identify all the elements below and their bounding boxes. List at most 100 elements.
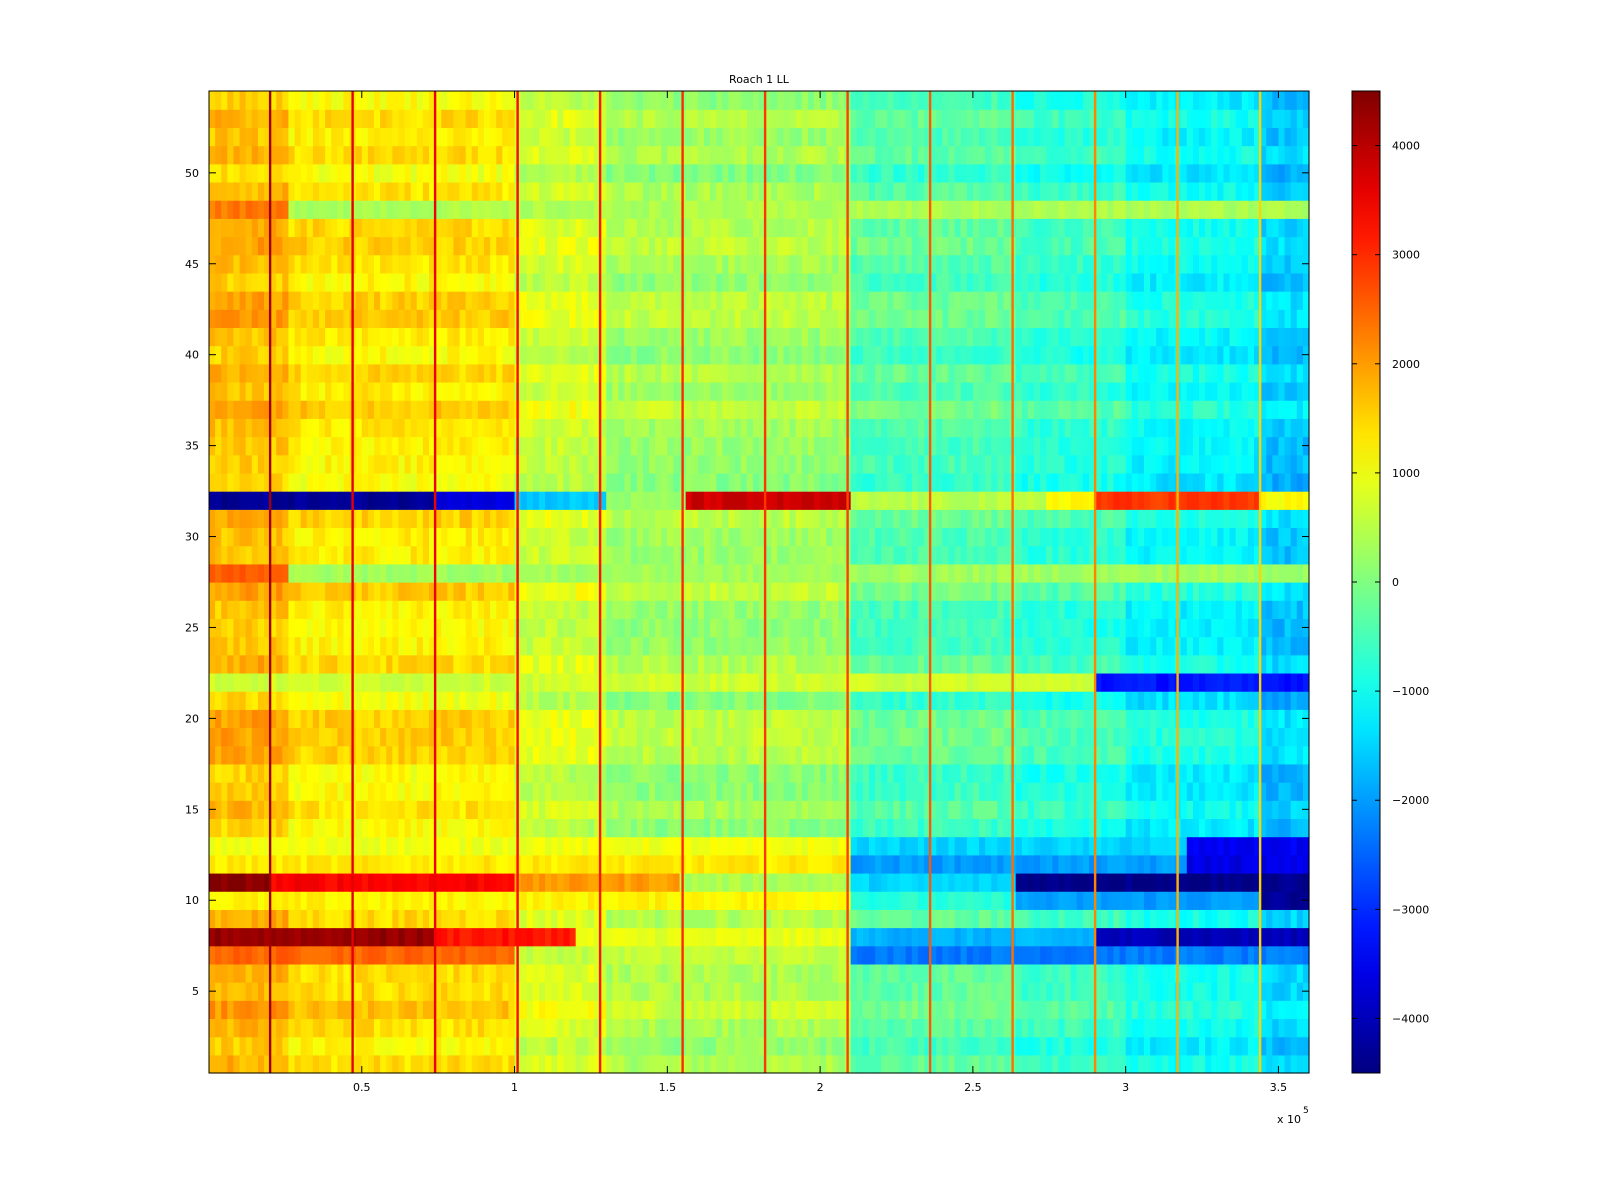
heatmap-cell <box>215 1000 222 1020</box>
heatmap-cell <box>728 563 736 583</box>
heatmap-cell <box>899 800 907 820</box>
heatmap-cell <box>1101 763 1108 783</box>
heatmap-cell <box>850 854 858 874</box>
heatmap-cell <box>630 927 638 947</box>
heatmap-cell <box>1162 782 1170 801</box>
heatmap-cell <box>404 963 412 983</box>
heatmap-cell <box>1284 709 1292 729</box>
heatmap-cell <box>484 672 491 692</box>
heatmap-cell <box>453 927 461 947</box>
heatmap-cell <box>1266 891 1273 910</box>
heatmap-cell <box>1192 672 1200 692</box>
heatmap-cell <box>325 945 332 965</box>
heatmap-cell <box>667 1054 675 1074</box>
heatmap-cell <box>881 1018 888 1038</box>
heatmap-cell <box>545 782 552 801</box>
heatmap-cell <box>985 709 992 729</box>
heatmap-cell <box>1046 636 1053 656</box>
heatmap-cell <box>1156 672 1163 692</box>
heatmap-cell <box>1211 691 1218 710</box>
heatmap-cell <box>1211 636 1218 656</box>
heatmap-cell <box>447 1036 455 1056</box>
heatmap-cell <box>343 636 351 656</box>
heatmap-cell <box>606 800 613 820</box>
heatmap-cell <box>422 1036 430 1056</box>
heatmap-cell <box>380 709 387 729</box>
heatmap-cell <box>526 654 534 674</box>
heatmap-cell <box>245 927 253 947</box>
heatmap-cell <box>233 836 241 856</box>
heatmap-cell <box>569 691 577 710</box>
heatmap-cell <box>355 600 363 619</box>
heatmap-cell <box>1192 654 1200 674</box>
heatmap-cell <box>606 782 613 801</box>
heatmap-cell <box>331 709 338 729</box>
heatmap-cell <box>1278 963 1286 983</box>
heatmap-cell <box>1199 945 1206 965</box>
heatmap-cell <box>209 672 216 692</box>
heatmap-cell <box>416 745 424 765</box>
heatmap-cell <box>1241 636 1249 656</box>
heatmap-cell <box>740 891 748 910</box>
heatmap-cell <box>1095 582 1102 601</box>
heatmap-cell <box>728 1018 736 1038</box>
heatmap-cell <box>288 600 296 619</box>
heatmap-cell <box>832 854 840 874</box>
heatmap-cell <box>985 909 992 929</box>
heatmap-cell <box>838 909 846 929</box>
heatmap-cell <box>716 982 723 1001</box>
heatmap-cell <box>777 945 785 965</box>
heatmap-cell <box>612 872 620 892</box>
heatmap-cell <box>520 745 528 765</box>
heatmap-cell <box>1205 763 1212 783</box>
heatmap-cell <box>691 600 699 619</box>
heatmap-cell <box>966 909 974 929</box>
heatmap-cell <box>355 745 363 765</box>
heatmap-cell <box>636 927 644 947</box>
heatmap-cell <box>587 982 595 1001</box>
heatmap-cell <box>1046 836 1053 856</box>
heatmap-cell <box>1162 854 1170 874</box>
heatmap-cell <box>1284 891 1292 910</box>
heatmap-cell <box>911 818 919 838</box>
heatmap-cell <box>319 727 326 747</box>
heatmap-cell <box>490 927 497 947</box>
heatmap-cell <box>557 600 565 619</box>
heatmap-cell <box>820 600 827 619</box>
heatmap-cell <box>832 600 840 619</box>
heatmap-cell <box>801 891 809 910</box>
heatmap-cell <box>1137 982 1145 1001</box>
heatmap-cell <box>691 691 699 710</box>
heatmap-cell <box>209 1054 216 1074</box>
heatmap-cell <box>820 1000 827 1020</box>
heatmap-cell <box>673 800 681 820</box>
heatmap-cell <box>257 909 265 929</box>
heatmap-cell <box>954 872 962 892</box>
heatmap-cell <box>587 963 595 983</box>
heatmap-cell <box>441 963 448 983</box>
heatmap-cell <box>606 672 613 692</box>
heatmap-cell <box>1199 582 1206 601</box>
heatmap-cell <box>801 800 809 820</box>
heatmap-cell <box>526 927 534 947</box>
heatmap-cell <box>532 909 540 929</box>
heatmap-cell <box>386 945 393 965</box>
heatmap-cell <box>893 654 901 674</box>
heatmap-cell <box>862 854 870 874</box>
heatmap-cell <box>642 836 650 856</box>
heatmap-cell <box>1040 727 1047 747</box>
heatmap-cell <box>691 909 699 929</box>
heatmap-cell <box>960 909 968 929</box>
heatmap-cell <box>869 600 876 619</box>
heatmap-cell <box>484 618 491 638</box>
heatmap-cell <box>1199 872 1206 892</box>
heatmap-cell <box>569 672 577 692</box>
heatmap-cell <box>539 727 546 747</box>
heatmap-cell <box>948 709 956 729</box>
heatmap-cell <box>435 763 442 783</box>
heatmap-cell <box>404 563 412 583</box>
heatmap-cell <box>649 618 656 638</box>
heatmap-cell <box>563 836 571 856</box>
heatmap-cell <box>1168 836 1176 856</box>
heatmap-cell <box>1144 1054 1151 1074</box>
